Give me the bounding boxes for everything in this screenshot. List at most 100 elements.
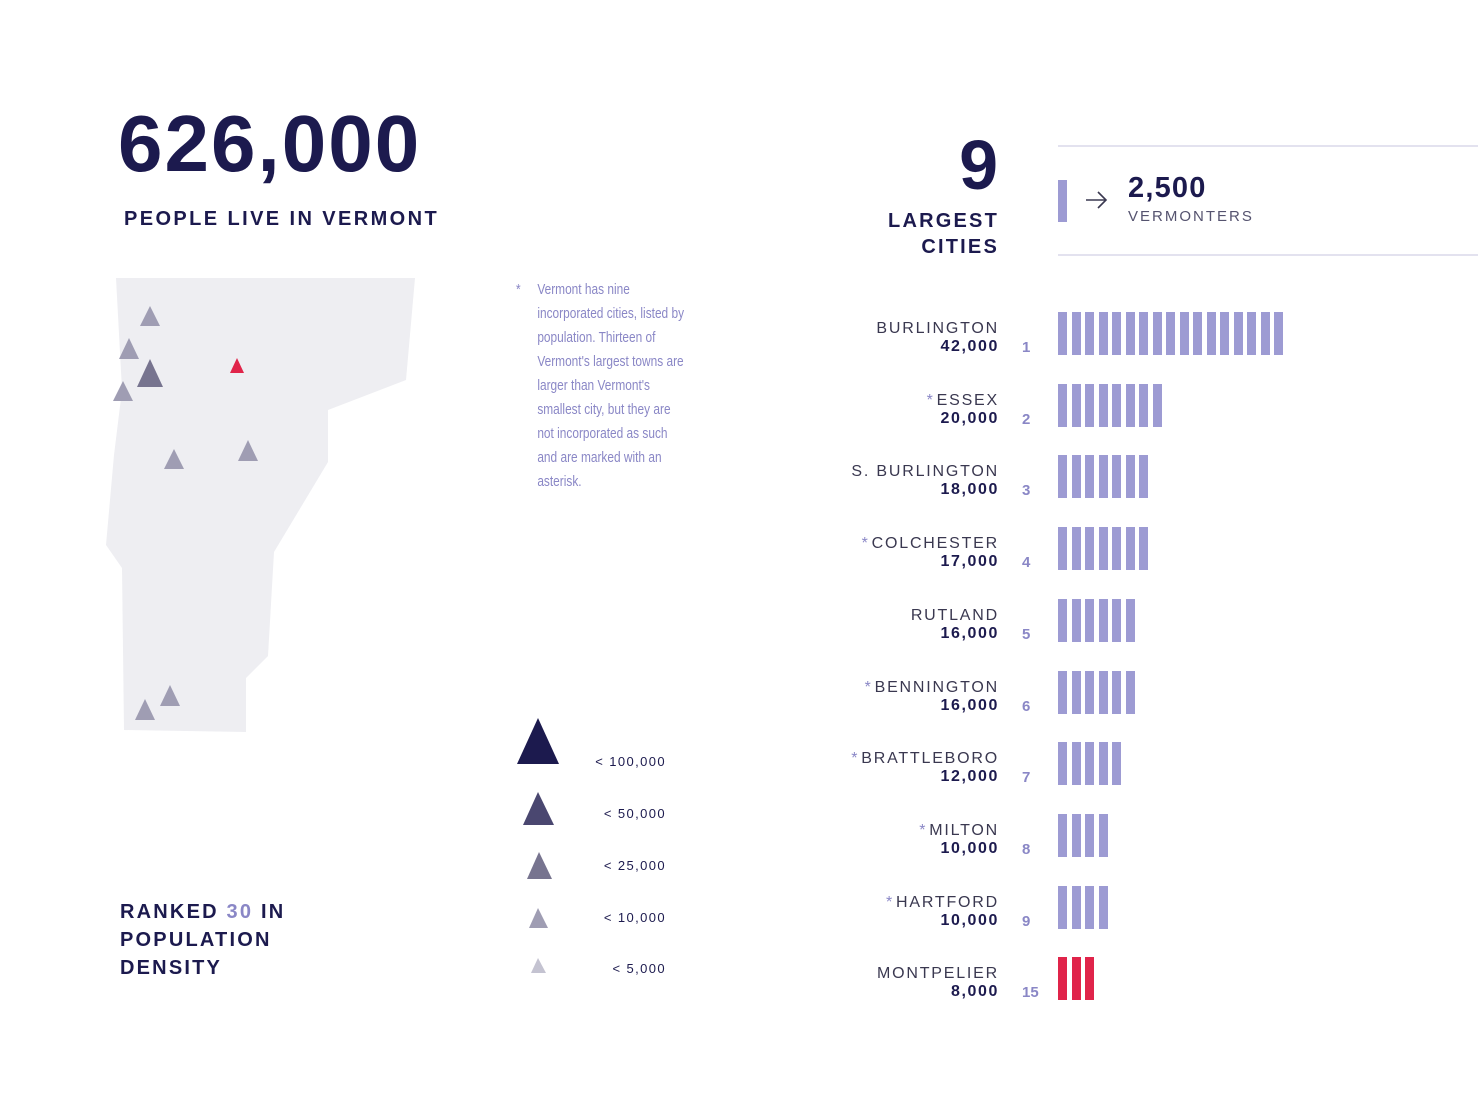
bar-unit <box>1058 312 1067 355</box>
bar-unit <box>1098 670 1108 714</box>
city-rank: 7 <box>1022 769 1031 787</box>
bar-unit <box>1139 312 1148 355</box>
city-name: * ESSEX <box>927 392 999 410</box>
city-marker-4 <box>113 381 133 401</box>
legend-label: < 5,000 <box>612 961 666 976</box>
bar-unit <box>1098 455 1108 499</box>
bar-unit <box>1233 312 1243 355</box>
bar-unit <box>1112 527 1121 571</box>
rank-line-2: POPULATION <box>120 929 272 951</box>
city-population: 18,000 <box>940 481 999 499</box>
city-rank: 1 <box>1022 339 1031 356</box>
bar-unit <box>1058 455 1067 499</box>
rank-number: 30 <box>226 901 254 923</box>
legend-label: < 25,000 <box>603 858 666 873</box>
city-name-text: MONTPELIER <box>876 965 999 983</box>
city-name-text: RUTLAND <box>910 606 999 624</box>
bar-unit <box>1112 455 1121 499</box>
legend-marker-25000 <box>527 852 552 879</box>
city-population: 12,000 <box>940 768 999 786</box>
bar-unit <box>1125 598 1135 642</box>
bar-unit <box>1098 598 1108 642</box>
bar-unit <box>1112 670 1121 714</box>
city-population: 17,000 <box>940 553 999 571</box>
bar-unit <box>1112 312 1121 355</box>
city-name-text: BENNINGTON <box>874 678 999 696</box>
city-population: 10,000 <box>940 911 999 929</box>
key-unit: VERMONTERS <box>1128 208 1254 225</box>
bar-unit <box>1220 312 1229 355</box>
city-name: * MILTON <box>919 822 999 840</box>
city-rank: 4 <box>1022 554 1031 572</box>
city-population: 8,000 <box>950 983 999 1001</box>
bar-unit <box>1139 383 1148 427</box>
bar-unit <box>1112 598 1121 642</box>
asterisk-mark: * <box>861 535 870 553</box>
bar-unit <box>1206 312 1216 355</box>
bar-unit <box>1125 455 1135 499</box>
bar-unit <box>1071 598 1081 642</box>
legend-markers <box>517 718 559 973</box>
cities-count: 9 <box>959 126 998 204</box>
asterisk-mark: * <box>885 893 894 911</box>
city-marker-1 <box>140 306 160 326</box>
legend-marker-100000 <box>517 718 559 764</box>
city-name: * BRATTLEBORO <box>851 750 999 768</box>
bar-unit <box>1098 813 1108 857</box>
city-name: * HARTFORD <box>886 894 999 912</box>
city-name: RUTLAND <box>911 607 999 625</box>
bar-unit <box>1085 670 1094 714</box>
city-population: 16,000 <box>940 696 999 714</box>
footnote-text: Vermont has nine incorporated cities, li… <box>537 282 685 490</box>
vermont-map <box>106 278 415 732</box>
legend-label: < 10,000 <box>603 910 666 925</box>
bar-unit <box>1098 742 1108 786</box>
bar-unit <box>1085 383 1094 427</box>
footnote: * Vermont has nine incorporated cities, … <box>516 278 684 494</box>
bar-unit <box>1058 957 1067 1001</box>
city-rank: 3 <box>1022 482 1031 500</box>
bar-unit <box>1098 383 1108 427</box>
bar-unit <box>1085 885 1094 929</box>
key-divider-top <box>1058 145 1478 147</box>
city-name: * COLCHESTER <box>862 535 999 553</box>
bar-unit <box>1058 383 1067 427</box>
city-marker-6 <box>238 440 258 461</box>
bar-unit <box>1139 455 1148 499</box>
bar-unit <box>1071 312 1081 355</box>
bar-unit <box>1071 527 1081 571</box>
bar-unit <box>1085 312 1094 355</box>
cities-caption-line-2: CITIES <box>921 236 999 258</box>
key-value: 2,500 <box>1128 172 1207 204</box>
legend-marker-50000 <box>523 792 554 825</box>
size-legend: < 100,000 < 50,000 < 25,000 < 10,000 < 5… <box>500 708 700 998</box>
density-rank: RANKED 30 IN POPULATION DENSITY <box>120 898 285 982</box>
rank-line-3: DENSITY <box>120 957 223 979</box>
bar-unit <box>1152 312 1162 355</box>
city-name: MONTPELIER <box>877 965 999 983</box>
bar-unit <box>1274 312 1283 355</box>
bar-unit <box>1152 383 1162 427</box>
legend-label: < 100,000 <box>595 754 666 769</box>
vermont-outline <box>106 278 415 732</box>
city-rank: 8 <box>1022 840 1031 858</box>
city-name-text: HARTFORD <box>896 893 999 911</box>
bar-unit <box>1071 455 1081 499</box>
city-rank: 9 <box>1022 912 1031 930</box>
city-rank: 5 <box>1022 625 1031 643</box>
bar-unit <box>1071 957 1081 1001</box>
bar-unit <box>1058 527 1067 571</box>
bar-unit <box>1098 312 1108 355</box>
bar-unit <box>1085 957 1094 1001</box>
right-arrow-icon <box>1086 191 1108 209</box>
city-population: 16,000 <box>940 624 999 642</box>
bar-unit <box>1058 598 1067 642</box>
bar-unit <box>1125 383 1135 427</box>
city-marker-3 <box>137 359 163 387</box>
bar-unit <box>1139 527 1148 571</box>
bar-unit <box>1058 813 1067 857</box>
city-name: * BENNINGTON <box>865 679 999 697</box>
city-population: 10,000 <box>940 839 999 857</box>
bar-unit <box>1125 527 1135 571</box>
bar-unit <box>1098 527 1108 571</box>
